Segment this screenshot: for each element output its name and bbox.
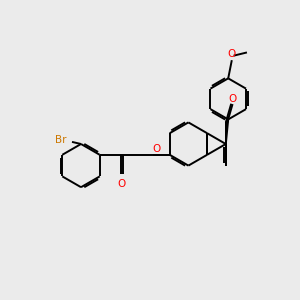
Text: O: O [229,94,237,104]
Text: O: O [153,144,161,154]
Text: O: O [117,179,125,189]
Text: O: O [228,49,236,59]
Text: Br: Br [55,135,67,146]
